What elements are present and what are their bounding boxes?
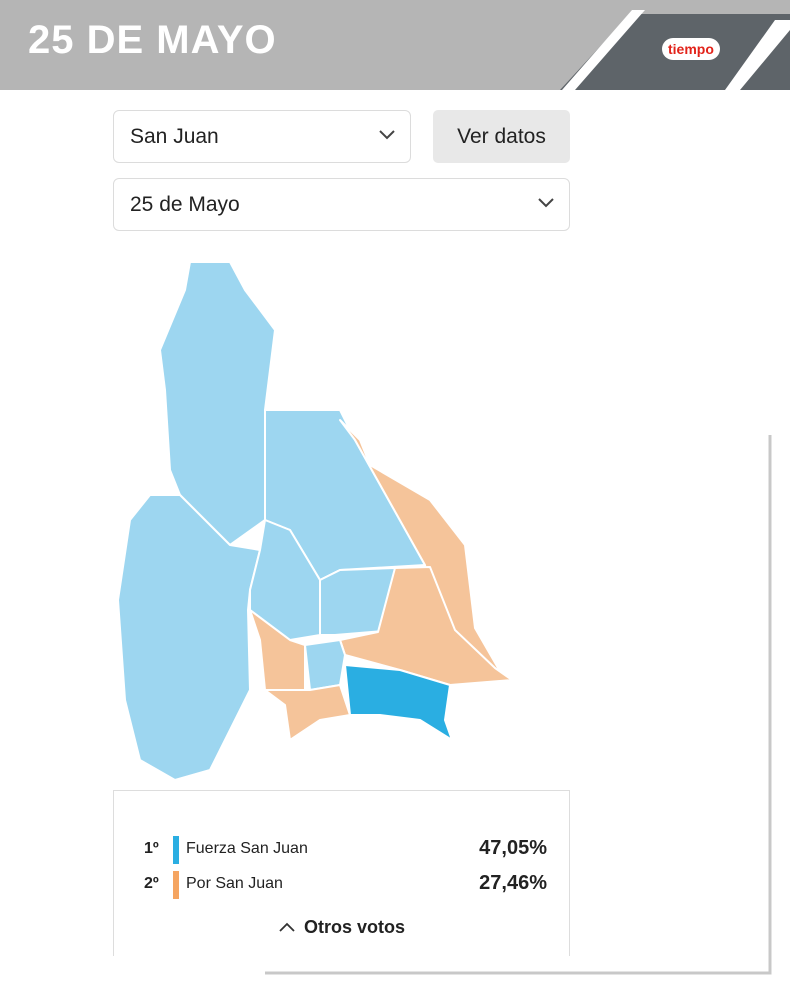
party-color <box>173 871 179 899</box>
region <box>117 494 261 781</box>
chevron <box>379 130 395 140</box>
header: 25 DE MAYO tiempo <box>0 0 790 90</box>
region <box>304 639 346 691</box>
percent: 47,05% <box>479 837 547 859</box>
chevron <box>538 198 554 208</box>
province-select[interactable]: San Juan <box>113 110 411 163</box>
region <box>264 684 351 741</box>
results-panel: 1º Fuerza San Juan 47,05% 2º Por San Jua… <box>113 790 570 956</box>
logo[interactable]: tiempo <box>662 38 720 60</box>
percent: 27,46% <box>479 872 547 894</box>
result-row: 2º Por San Juan 27,46% <box>144 871 547 899</box>
party-name: Por San Juan <box>186 875 283 892</box>
region <box>249 609 306 691</box>
region <box>339 566 513 686</box>
department-select[interactable]: 25 de Mayo <box>113 178 570 231</box>
header-title: 25 DE MAYO <box>28 18 277 62</box>
region <box>339 419 506 681</box>
province-value: San Juan <box>130 125 219 148</box>
region-selected <box>344 664 453 741</box>
region <box>159 261 276 546</box>
party-name: Fuerza San Juan <box>186 840 308 857</box>
region <box>264 409 426 581</box>
result-row: 1º Fuerza San Juan 47,05% <box>144 836 547 864</box>
region <box>249 519 321 641</box>
party-color <box>173 836 179 864</box>
view-button[interactable]: Ver datos <box>433 110 570 163</box>
region <box>319 567 396 636</box>
rank: 2º <box>144 875 159 892</box>
chevron-up <box>279 922 295 932</box>
rank: 1º <box>144 840 159 857</box>
more-votes-label: Otros votos <box>303 917 405 937</box>
more-votes-toggle[interactable]: Otros votos <box>114 917 569 938</box>
department-value: 25 de Mayo <box>130 193 240 216</box>
